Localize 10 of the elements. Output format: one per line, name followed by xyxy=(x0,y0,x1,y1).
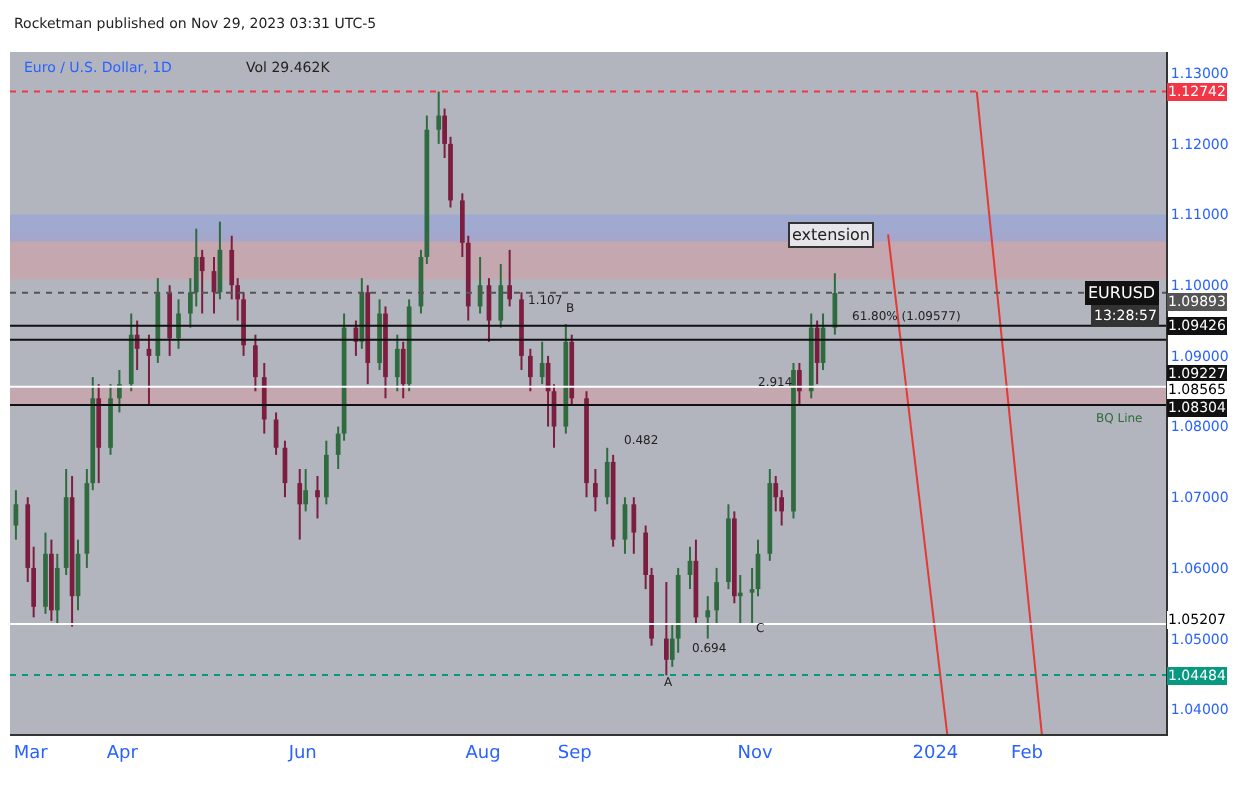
x-tick-label: Aug xyxy=(465,743,501,764)
x-tick-label: Sep xyxy=(557,743,593,764)
x-tick-label: Mar xyxy=(13,743,49,764)
x-tick-label: Feb xyxy=(1011,743,1044,764)
x-tick-label: Apr xyxy=(106,743,139,764)
annotation: extension xyxy=(792,226,870,244)
annotation: EURUSD xyxy=(1088,284,1156,302)
x-tick-label: Jun xyxy=(286,743,317,764)
x-tick-label: Nov xyxy=(737,743,774,764)
x-tick-label: 2024 xyxy=(912,743,959,764)
